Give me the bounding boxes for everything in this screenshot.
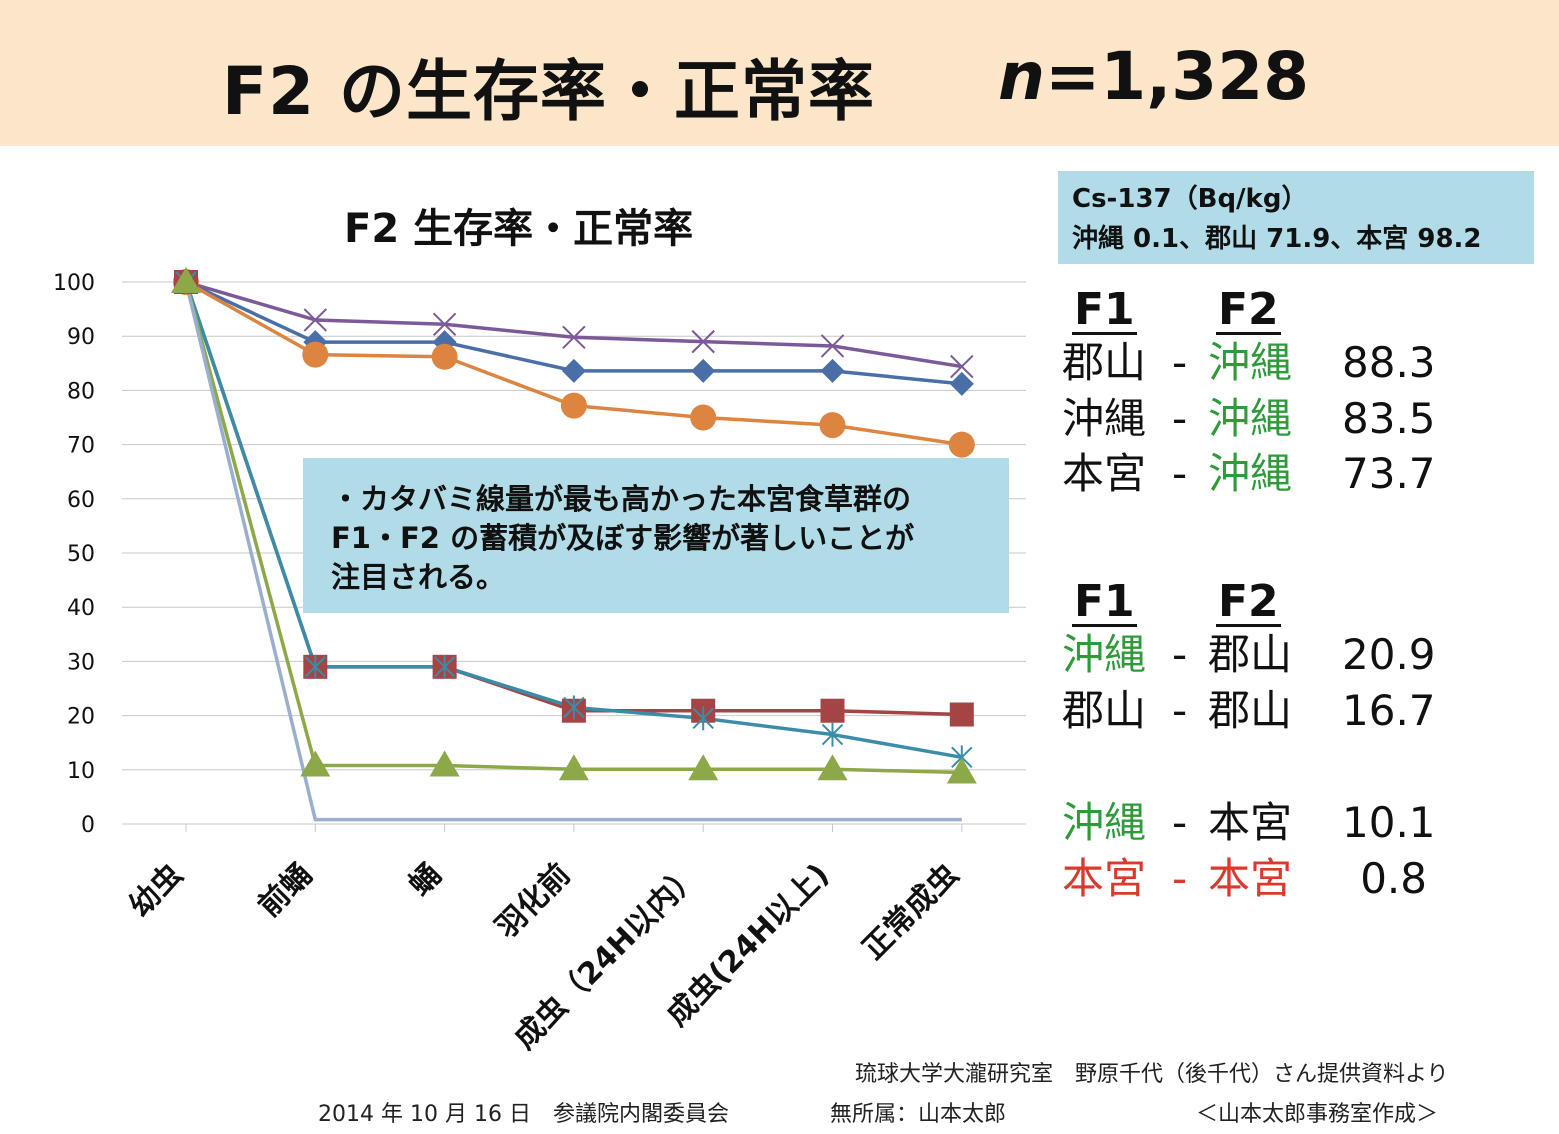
row-value: 16.7	[1342, 686, 1436, 735]
callout-line-1: ・カタバミ線量が最も高かった本宮食草群の	[331, 482, 912, 516]
row-dash: -	[1172, 394, 1188, 443]
row-f2: 郡山	[1208, 630, 1293, 679]
y-tick-label: 60	[67, 488, 95, 513]
data-point-star	[692, 706, 714, 731]
data-point-x	[950, 354, 974, 379]
data-point-circle	[690, 404, 717, 431]
row-f2: 沖縄	[1208, 394, 1293, 443]
data-point-diamond	[949, 371, 974, 396]
cs137-values: 沖縄 0.1、郡山 71.9、本宮 98.2	[1072, 224, 1482, 254]
data-point-triangle	[300, 750, 331, 777]
row-value: 83.5	[1342, 394, 1436, 443]
x-category-label: 羽化前	[489, 857, 577, 945]
header-f1-group2: F1	[1072, 576, 1137, 627]
row-f2: 本宮	[1208, 798, 1293, 847]
y-tick-label: 10	[67, 759, 95, 784]
row-f1: 沖縄	[1062, 394, 1147, 443]
header-f2-group1: F2	[1216, 284, 1281, 335]
sample-size-n: n	[998, 38, 1045, 115]
data-point-circle	[819, 412, 846, 439]
data-point-triangle	[817, 754, 848, 781]
sample-size-value: =1,328	[1045, 38, 1310, 115]
row-dash: -	[1172, 686, 1188, 735]
cs137-title: Cs-137（Bq/kg）	[1072, 184, 1308, 214]
data-point-star	[433, 654, 456, 679]
y-tick-label: 100	[53, 271, 95, 296]
callout-line-3: 注目される。	[331, 560, 506, 594]
row-value: 73.7	[1342, 449, 1436, 498]
row-f1: 沖縄	[1062, 630, 1147, 679]
row-value: 20.9	[1342, 630, 1436, 679]
callout-line-2: F1・F2 の蓄積が及ぼす影響が著しいことが	[331, 521, 915, 555]
data-point-star	[304, 654, 327, 679]
data-point-circle	[431, 343, 458, 370]
member-name: 無所属：山本太郎	[830, 1102, 1007, 1127]
y-tick-label: 30	[67, 650, 95, 675]
data-point-triangle	[171, 267, 201, 293]
data-point-star	[563, 695, 585, 720]
x-category-label: 前蛹	[252, 857, 319, 924]
y-tick-label: 20	[67, 705, 95, 730]
row-f2: 郡山	[1208, 686, 1293, 735]
row-value: 10.1	[1342, 798, 1436, 847]
data-point-circle	[948, 431, 975, 458]
data-point-x	[303, 308, 328, 332]
line-chart: 0102030405060708090100幼虫 前蛹蛹羽化前成虫（24H以内）成…	[53, 267, 1026, 1056]
row-f1: 本宮	[1062, 449, 1147, 498]
date-committee: 2014 年 10 月 16 日 参議院内閣委員会	[318, 1102, 729, 1127]
row-value: 0.8	[1360, 854, 1427, 903]
data-point-triangle	[946, 757, 977, 784]
data-point-x	[820, 334, 845, 358]
y-tick-label: 80	[67, 379, 95, 404]
data-point-triangle	[558, 754, 589, 781]
data-point-triangle	[688, 754, 719, 781]
sample-size: n=1,328	[998, 38, 1309, 115]
data-point-circle	[560, 392, 587, 419]
y-tick-label: 0	[81, 813, 95, 838]
row-f1: 本宮	[1062, 854, 1147, 903]
row-f2: 沖縄	[1208, 449, 1293, 498]
row-f1: 郡山	[1062, 686, 1147, 735]
row-dash: -	[1172, 338, 1188, 387]
row-value: 88.3	[1342, 338, 1436, 387]
data-point-diamond	[691, 358, 716, 383]
row-dash: -	[1172, 798, 1188, 847]
office-credit: ＜山本太郎事務室作成＞	[1196, 1102, 1439, 1127]
row-dash: -	[1172, 630, 1188, 679]
row-f1: 郡山	[1062, 338, 1147, 387]
row-f2: 本宮	[1208, 854, 1293, 903]
row-f1: 沖縄	[1062, 798, 1147, 847]
data-point-square	[949, 702, 974, 727]
row-dash: -	[1172, 854, 1188, 903]
y-tick-label: 40	[67, 596, 95, 621]
data-point-star	[821, 722, 844, 747]
y-tick-label: 90	[67, 325, 95, 350]
data-point-diamond	[561, 358, 586, 383]
page-title: F2 の生存率・正常率	[222, 53, 875, 130]
cs137-box: Cs-137（Bq/kg） 沖縄 0.1、郡山 71.9、本宮 98.2	[1058, 171, 1534, 264]
series-line	[184, 281, 962, 822]
chart-title: F2 生存率・正常率	[344, 206, 694, 252]
y-tick-label: 50	[67, 542, 95, 567]
data-point-circle	[302, 341, 329, 368]
y-tick-label: 70	[67, 434, 95, 459]
x-category-label: 幼虫	[122, 857, 189, 924]
data-point-diamond	[820, 358, 845, 383]
x-category-label: 蛹	[402, 857, 448, 903]
data-point-square	[820, 698, 845, 723]
callout-box: ・カタバミ線量が最も高かった本宮食草群の F1・F2 の蓄積が及ぼす影響が著しい…	[303, 458, 1009, 613]
data-point-x	[562, 325, 586, 349]
data-point-triangle	[429, 750, 460, 777]
row-dash: -	[1172, 449, 1188, 498]
source-note: 琉球大学大瀧研究室 野原千代（後千代）さん提供資料より	[855, 1062, 1449, 1087]
data-point-x	[691, 329, 715, 354]
data-point-x	[432, 312, 457, 336]
header-f2-group2: F2	[1216, 576, 1281, 627]
row-f2: 沖縄	[1208, 338, 1293, 387]
x-category-label: 正常成虫	[856, 857, 966, 967]
header-f1-group1: F1	[1072, 284, 1137, 335]
title-banner	[0, 0, 1559, 146]
